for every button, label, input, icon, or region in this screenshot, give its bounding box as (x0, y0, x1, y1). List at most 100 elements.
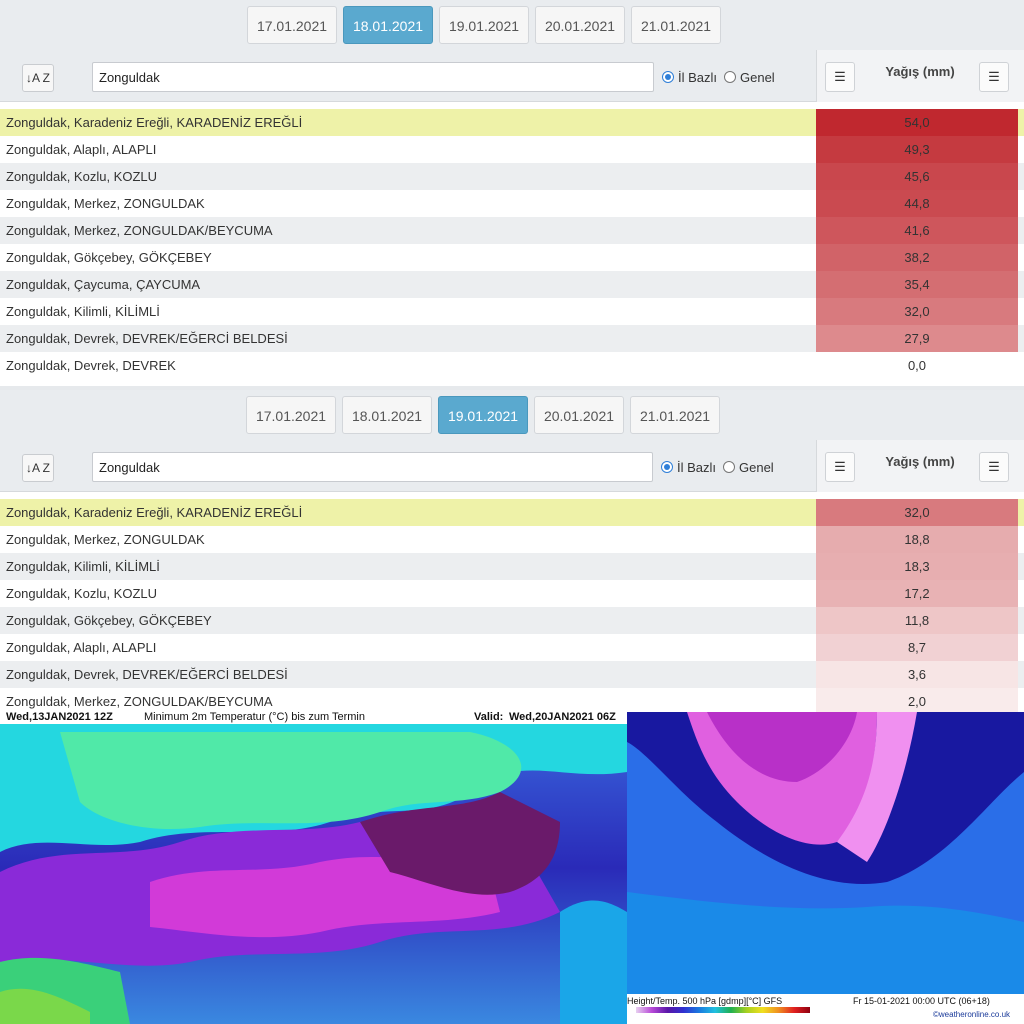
rain-value-cell (816, 298, 1018, 325)
rain-value: 18,3 (904, 559, 930, 574)
station-name: Zonguldak, Kozlu, KOZLU (6, 586, 158, 601)
map-credit: ©weatheronline.co.uk (933, 1010, 1011, 1019)
panel-divider (0, 386, 1024, 390)
table-row[interactable]: Zonguldak, Merkez, ZONGULDAK 44,8 (0, 190, 1024, 217)
table-row[interactable]: Zonguldak, Devrek, DEVREK 0,0 (0, 352, 1024, 379)
map-valid-label: Valid: (474, 712, 504, 723)
sort-desc-button[interactable]: ☰ (825, 62, 855, 92)
radio-genel[interactable]: Genel (724, 68, 775, 86)
table-row[interactable]: Zonguldak, Devrek, DEVREK/EĞERCİ BELDESİ… (0, 661, 1024, 688)
sort-asc-button[interactable]: ☰ (979, 62, 1009, 92)
rain-value: 32,0 (904, 505, 930, 520)
sort-desc-button[interactable]: ☰ (825, 452, 855, 482)
rain-value-cell (816, 109, 1018, 136)
station-name: Zonguldak, Devrek, DEVREK/EĞERCİ BELDESİ (6, 667, 288, 682)
rain-value: 38,2 (904, 250, 930, 265)
rain-value: 3,6 (907, 667, 927, 682)
date-tab-2[interactable]: 18.01.2021 (343, 6, 433, 44)
table-row[interactable]: Zonguldak, Çaycuma, ÇAYCUMA 35,4 (0, 271, 1024, 298)
date-tab-4[interactable]: 20.01.2021 (534, 396, 624, 434)
table-row[interactable]: Zonguldak, Gökçebey, GÖKÇEBEY 38,2 (0, 244, 1024, 271)
table-row[interactable]: Zonguldak, Kilimli, KİLİMLİ 18,3 (0, 553, 1024, 580)
table-row[interactable]: Zonguldak, Kozlu, KOZLU 17,2 (0, 580, 1024, 607)
table-row[interactable]: Zonguldak, Karadeniz Ereğli, KARADENİZ E… (0, 109, 1024, 136)
table-row[interactable]: Zonguldak, Devrek, DEVREK/EĞERCİ BELDESİ… (0, 325, 1024, 352)
date-tab-2[interactable]: 18.01.2021 (342, 396, 432, 434)
rain-value-cell (816, 553, 1018, 580)
search-input[interactable] (92, 452, 653, 482)
rain-value: 11,8 (904, 613, 930, 628)
station-name: Zonguldak, Karadeniz Ereğli, KARADENİZ E… (6, 505, 303, 520)
station-name: Zonguldak, Merkez, ZONGULDAK/BEYCUMA (6, 223, 273, 238)
station-name: Zonguldak, Kilimli, KİLİMLİ (6, 304, 160, 319)
rain-value: 41,6 (904, 223, 930, 238)
rain-value: 18,8 (904, 532, 930, 547)
station-name: Zonguldak, Merkez, ZONGULDAK (6, 532, 205, 547)
rain-value-cell (816, 190, 1018, 217)
radio-genel[interactable]: Genel (723, 458, 774, 476)
rain-value-cell (816, 244, 1018, 271)
table-row[interactable]: Zonguldak, Gökçebey, GÖKÇEBEY 11,8 (0, 607, 1024, 634)
station-name: Zonguldak, Alaplı, ALAPLI (6, 142, 157, 157)
date-tab-1[interactable]: 17.01.2021 (247, 6, 337, 44)
station-name: Zonguldak, Merkez, ZONGULDAK/BEYCUMA (6, 694, 273, 709)
table-row[interactable]: Zonguldak, Merkez, ZONGULDAK/BEYCUMA 41,6 (0, 217, 1024, 244)
date-tab-5[interactable]: 21.01.2021 (630, 396, 720, 434)
search-input[interactable] (92, 62, 654, 92)
table-row[interactable]: Zonguldak, Merkez, ZONGULDAK 18,8 (0, 526, 1024, 553)
date-tab-5[interactable]: 21.01.2021 (631, 6, 721, 44)
weather-maps: Wed,13JAN2021 12Z Minimum 2m Temperatur … (0, 712, 1024, 1024)
map-footer-time: Fr 15-01-2021 00:00 UTC (06+18) (853, 996, 990, 1006)
rain-value-cell (816, 325, 1018, 352)
table-row[interactable]: Zonguldak, Alaplı, ALAPLI 8,7 (0, 634, 1024, 661)
sort-az-button[interactable]: ↓A Z (22, 64, 54, 92)
rain-value-cell (816, 526, 1018, 553)
rain-value-cell (816, 499, 1018, 526)
map-valid-time: Wed,20JAN2021 06Z (509, 712, 616, 723)
date-tabs: 17.01.2021 18.01.2021 19.01.2021 20.01.2… (0, 390, 1024, 440)
height-temp-500hpa-map: Height/Temp. 500 hPa [gdmp][°C] GFS Fr 1… (627, 712, 1024, 1024)
station-name: Zonguldak, Alaplı, ALAPLI (6, 640, 157, 655)
radio-unchecked-icon (723, 461, 735, 473)
station-name: Zonguldak, Gökçebey, GÖKÇEBEY (6, 250, 212, 265)
sort-az-button[interactable]: ↓A Z (22, 454, 54, 482)
table-row[interactable]: Zonguldak, Merkez, ZONGULDAK/BEYCUMA 2,0 (0, 688, 1024, 712)
radio-il-label: İl Bazlı (678, 69, 718, 85)
rain-value-cell (816, 271, 1018, 298)
table-row[interactable]: Zonguldak, Karadeniz Ereğli, KARADENİZ E… (0, 499, 1024, 526)
station-name: Zonguldak, Çaycuma, ÇAYCUMA (6, 277, 201, 292)
rain-value: 54,0 (904, 115, 930, 130)
rain-value-cell (816, 217, 1018, 244)
upper-air-map-image (627, 712, 1024, 1024)
table-row[interactable]: Zonguldak, Alaplı, ALAPLI 49,3 (0, 136, 1024, 163)
rain-column-header: ☰ Yağış (mm) ☰ (816, 440, 1024, 492)
rain-value: 17,2 (904, 586, 930, 601)
rain-value-cell (816, 163, 1018, 190)
sort-asc-button[interactable]: ☰ (979, 452, 1009, 482)
date-tabs: 17.01.2021 18.01.2021 19.01.2021 20.01.2… (0, 0, 1024, 50)
rain-value: 45,6 (904, 169, 930, 184)
table-row[interactable]: Zonguldak, Kozlu, KOZLU 45,6 (0, 163, 1024, 190)
radio-il-bazli[interactable]: İl Bazlı (662, 68, 717, 86)
date-tab-3[interactable]: 19.01.2021 (438, 396, 528, 434)
rain-value: 8,7 (907, 640, 927, 655)
rain-value-cell (816, 607, 1018, 634)
rain-value: 49,3 (904, 142, 930, 157)
station-name: Zonguldak, Kozlu, KOZLU (6, 169, 158, 184)
radio-checked-icon (661, 461, 673, 473)
radio-genel-label: Genel (739, 459, 774, 475)
station-name: Zonguldak, Gökçebey, GÖKÇEBEY (6, 613, 212, 628)
radio-il-label: İl Bazlı (677, 459, 717, 475)
rain-value: 27,9 (904, 331, 930, 346)
rain-table-panel-1: 17.01.2021 18.01.2021 19.01.2021 20.01.2… (0, 0, 1024, 386)
table-row[interactable]: Zonguldak, Kilimli, KİLİMLİ 32,0 (0, 298, 1024, 325)
date-tab-1[interactable]: 17.01.2021 (246, 396, 336, 434)
date-tab-3[interactable]: 19.01.2021 (439, 6, 529, 44)
rain-value: 44,8 (904, 196, 930, 211)
station-name: Zonguldak, Devrek, DEVREK/EĞERCİ BELDESİ (6, 331, 288, 346)
date-tab-4[interactable]: 20.01.2021 (535, 6, 625, 44)
radio-il-bazli[interactable]: İl Bazlı (661, 458, 716, 476)
radio-genel-label: Genel (740, 69, 775, 85)
rain-column-header: ☰ Yağış (mm) ☰ (816, 50, 1024, 102)
rain-value: 35,4 (904, 277, 930, 292)
